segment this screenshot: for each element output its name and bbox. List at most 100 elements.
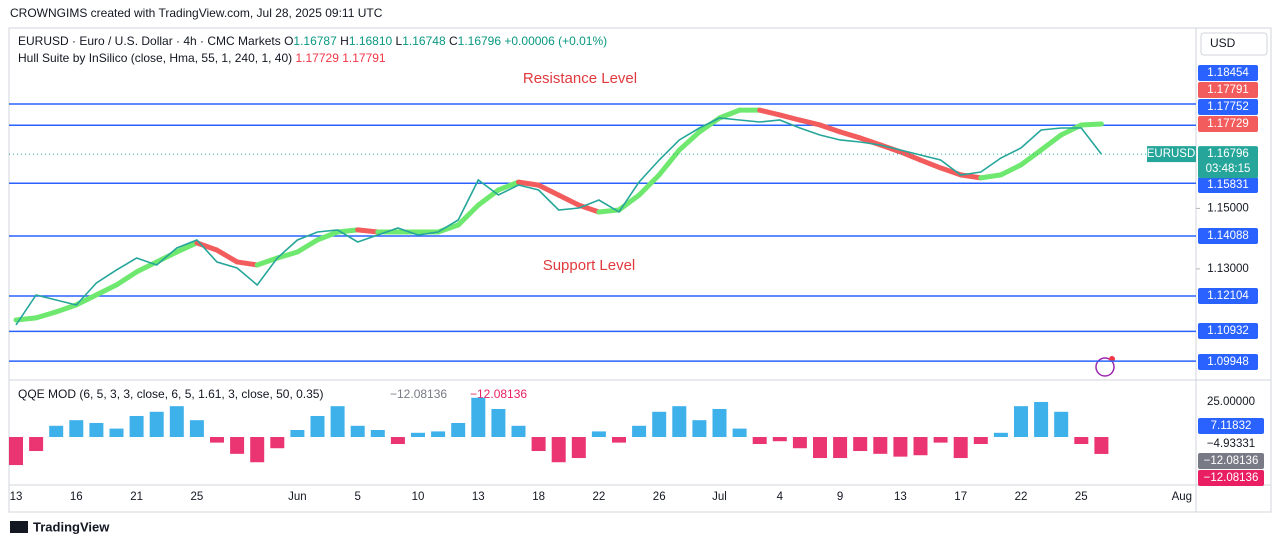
y-tick-label: 1.13000 bbox=[1207, 263, 1249, 275]
qqe-bar bbox=[551, 437, 566, 463]
hull-segment bbox=[1078, 121, 1104, 128]
hull-value: 1.17729 bbox=[295, 51, 339, 65]
qqe-bar bbox=[451, 422, 466, 438]
qqe-bar bbox=[933, 437, 948, 443]
level-label: 1.09948 bbox=[1207, 356, 1249, 368]
qqe-bar bbox=[973, 437, 988, 445]
hull-value: 1.17791 bbox=[342, 51, 386, 65]
hull-segment bbox=[114, 269, 140, 288]
x-tick-label: 25 bbox=[1075, 491, 1088, 503]
hull-segment bbox=[355, 227, 381, 235]
y-tick-label: 1.15000 bbox=[1207, 202, 1249, 214]
chart-frame bbox=[8, 27, 1272, 513]
hull-label: 1.17791 bbox=[1207, 84, 1249, 96]
qqe-legend: QQE MOD (6, 5, 3, 3, close, 6, 5, 1.61, … bbox=[18, 387, 527, 401]
level-box bbox=[1198, 288, 1258, 304]
level-label: 1.18454 bbox=[1207, 67, 1249, 79]
level-label: 1.12104 bbox=[1207, 290, 1249, 302]
qqe-bar bbox=[853, 437, 868, 452]
currency[interactable]: USD bbox=[1210, 36, 1236, 50]
qqe-axis-label: −12.08136 bbox=[1204, 455, 1259, 467]
x-tick-label: 13 bbox=[472, 491, 485, 503]
currency-button[interactable] bbox=[1200, 32, 1268, 56]
high: 1.16810 bbox=[349, 34, 393, 48]
o-label: O bbox=[284, 34, 293, 48]
x-tick-label: 22 bbox=[593, 491, 606, 503]
symbol-legend: EURUSD · Euro / U.S. Dollar · 4h · CMC M… bbox=[18, 34, 607, 48]
qqe-bar bbox=[813, 437, 827, 459]
hull-segment bbox=[676, 129, 702, 153]
qqe-box bbox=[1198, 470, 1264, 486]
footer: TradingView bbox=[33, 519, 110, 534]
qqe-bar bbox=[390, 437, 405, 445]
hull-segment bbox=[455, 202, 481, 228]
qqe-bar bbox=[431, 431, 446, 438]
qqe-bar bbox=[772, 437, 787, 442]
x-tick-label: 18 bbox=[532, 491, 545, 503]
qqe-bar bbox=[993, 432, 1008, 438]
x-tick-label: 22 bbox=[1015, 491, 1028, 503]
close: 1.16796 bbox=[458, 34, 502, 48]
level-label: 1.17752 bbox=[1207, 101, 1249, 113]
qqe-bar bbox=[692, 420, 707, 438]
hull-segment bbox=[777, 112, 803, 123]
x-tick-label: 21 bbox=[130, 491, 143, 503]
qqe-bar bbox=[29, 437, 44, 452]
level-box bbox=[1198, 65, 1258, 81]
hull-segment bbox=[998, 162, 1024, 178]
open: 1.16787 bbox=[293, 34, 337, 48]
qqe-bar bbox=[511, 425, 526, 438]
hull-segment bbox=[797, 117, 823, 128]
qqe-bar bbox=[471, 397, 486, 438]
level-box bbox=[1198, 177, 1258, 193]
level-box bbox=[1198, 99, 1258, 115]
hull-segment bbox=[536, 182, 562, 198]
qqe-bar bbox=[893, 437, 908, 457]
hull-segment bbox=[495, 179, 521, 193]
qqe-bar bbox=[210, 437, 224, 443]
qqe-bar bbox=[109, 428, 124, 438]
x-tick-label: 13 bbox=[10, 491, 23, 503]
hull-segment bbox=[73, 292, 99, 308]
c-label: C bbox=[449, 34, 458, 48]
hull-segment bbox=[918, 157, 944, 171]
qqe-bar bbox=[1014, 406, 1028, 438]
qqe-bar bbox=[1054, 411, 1069, 438]
hull-legend: Hull Suite by InSilico (close, Hma, 55, … bbox=[18, 51, 386, 65]
logo bbox=[10, 521, 28, 533]
qqe-bar bbox=[873, 437, 888, 454]
hull-segment bbox=[837, 129, 863, 141]
hull-segment bbox=[1018, 147, 1044, 168]
qqe-axis-label: 25.00000 bbox=[1207, 396, 1255, 408]
alert-icon[interactable] bbox=[1095, 357, 1115, 377]
hull-segment bbox=[1038, 132, 1064, 153]
hull-segment bbox=[174, 240, 200, 255]
hull-box bbox=[1198, 82, 1258, 98]
x-tick-label: Jul bbox=[712, 491, 727, 503]
qqe-bar bbox=[290, 430, 305, 438]
x-tick-label: 26 bbox=[653, 491, 666, 503]
change: +0.00006 (+0.01%) bbox=[504, 34, 607, 48]
qqe-bar bbox=[652, 411, 667, 438]
qqe-axis-label: 7.11832 bbox=[1211, 420, 1252, 432]
qqe-bar bbox=[752, 437, 767, 445]
level-box bbox=[1198, 228, 1258, 244]
qqe-bar bbox=[189, 420, 204, 438]
qqe-bar bbox=[571, 437, 586, 459]
symbol: EURUSD · Euro / U.S. Dollar · 4h · CMC M… bbox=[18, 34, 281, 48]
qqe-bar bbox=[712, 408, 727, 438]
qqe-bar bbox=[370, 430, 385, 438]
qqe-bar bbox=[250, 437, 265, 463]
hull-segment bbox=[556, 192, 582, 208]
qqe-bar bbox=[833, 437, 848, 459]
price-box bbox=[1198, 146, 1258, 179]
level-label: 1.10932 bbox=[1207, 325, 1249, 337]
qqe-bar bbox=[129, 415, 144, 438]
l-label: L bbox=[396, 34, 403, 48]
x-tick-label: 13 bbox=[894, 491, 907, 503]
x-tick-label: Jun bbox=[288, 491, 307, 503]
qqe-bar bbox=[69, 420, 84, 438]
x-tick-label: 4 bbox=[777, 491, 784, 503]
